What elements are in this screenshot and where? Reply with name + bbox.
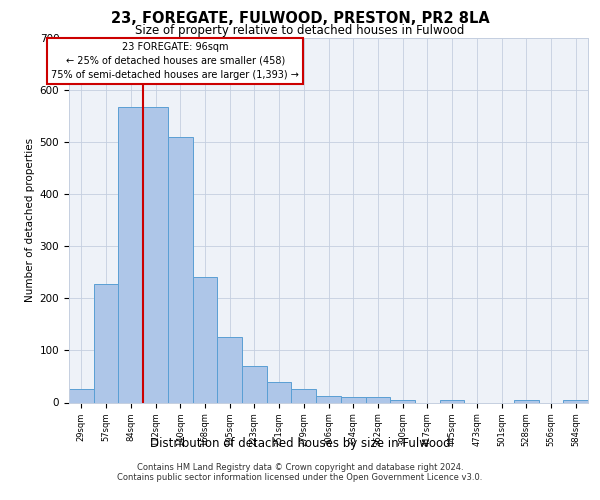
- Bar: [193, 278, 217, 402]
- Text: 23, FOREGATE, FULWOOD, PRESTON, PR2 8LA: 23, FOREGATE, FULWOOD, PRESTON, PR2 8LA: [110, 11, 490, 26]
- Y-axis label: Number of detached properties: Number of detached properties: [25, 138, 35, 302]
- Bar: [69, 390, 94, 402]
- Bar: [242, 366, 267, 403]
- Text: Size of property relative to detached houses in Fulwood: Size of property relative to detached ho…: [136, 24, 464, 37]
- Bar: [118, 108, 143, 403]
- Bar: [267, 382, 292, 402]
- Bar: [292, 390, 316, 402]
- Bar: [316, 396, 341, 402]
- Bar: [365, 398, 390, 402]
- Text: Distribution of detached houses by size in Fulwood: Distribution of detached houses by size …: [149, 437, 451, 450]
- Text: Contains HM Land Registry data © Crown copyright and database right 2024.: Contains HM Land Registry data © Crown c…: [137, 464, 463, 472]
- Bar: [341, 398, 365, 402]
- Bar: [143, 108, 168, 403]
- Bar: [390, 400, 415, 402]
- Text: 23 FOREGATE: 96sqm
← 25% of detached houses are smaller (458)
75% of semi-detach: 23 FOREGATE: 96sqm ← 25% of detached hou…: [52, 42, 299, 80]
- Bar: [514, 400, 539, 402]
- Bar: [168, 136, 193, 402]
- Bar: [217, 338, 242, 402]
- Bar: [94, 284, 118, 403]
- Text: Contains public sector information licensed under the Open Government Licence v3: Contains public sector information licen…: [118, 474, 482, 482]
- Bar: [440, 400, 464, 402]
- Bar: [563, 400, 588, 402]
